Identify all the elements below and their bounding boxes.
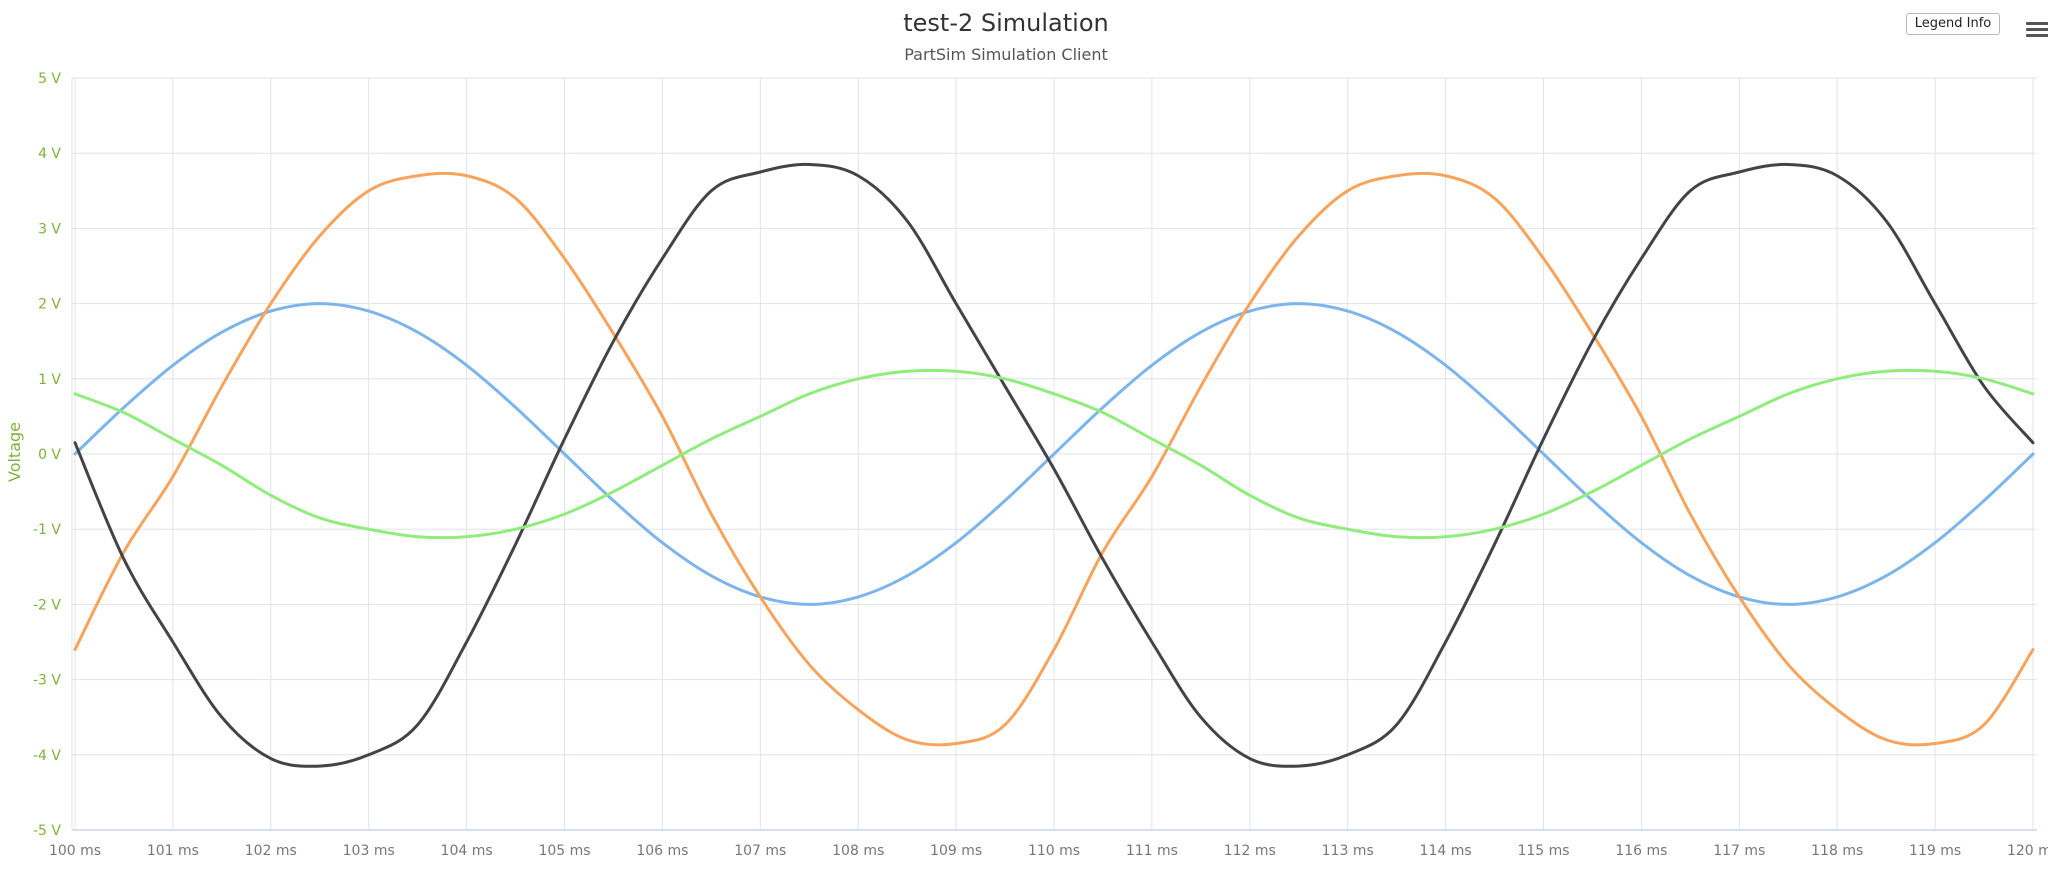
- y-tick-label: -3 V: [33, 673, 61, 689]
- y-tick-label: -1 V: [33, 522, 61, 538]
- chart-subtitle: PartSim Simulation Client: [904, 45, 1108, 64]
- x-tick-label: 110 ms: [1028, 843, 1080, 859]
- series-layer: [73, 162, 2035, 768]
- y-tick-label: -4 V: [33, 748, 61, 764]
- x-tick-label: 118 ms: [1811, 843, 1863, 859]
- x-tick-label: 115 ms: [1517, 843, 1569, 859]
- x-tick-label: 107 ms: [734, 843, 786, 859]
- y-tick-label: 3 V: [38, 221, 61, 237]
- x-tick-label: 104 ms: [441, 843, 493, 859]
- y-tick-label: 0 V: [38, 447, 61, 463]
- x-tick-label: 109 ms: [930, 843, 982, 859]
- x-tick-label: 112 ms: [1224, 843, 1276, 859]
- series-line-2[interactable]: [73, 171, 2035, 747]
- x-tick-label: 111 ms: [1126, 843, 1178, 859]
- x-tick-label: 105 ms: [538, 843, 590, 859]
- series-line-1[interactable]: [73, 302, 2035, 606]
- x-tick-label: 101 ms: [147, 843, 199, 859]
- x-tick-label: 113 ms: [1322, 843, 1374, 859]
- y-tick-label: -5 V: [33, 823, 61, 839]
- y-axis-title: Voltage: [5, 422, 24, 482]
- x-tick-label: 100 ms: [49, 843, 101, 859]
- x-tick-label: 117 ms: [1713, 843, 1765, 859]
- x-tick-labels: 100 ms 101 ms 102 ms 103 ms 104 ms 105 ms 106 …: [49, 843, 2048, 859]
- x-tick-label: 120 ms: [2007, 843, 2048, 859]
- y-tick-label: -2 V: [33, 597, 61, 613]
- menu-bar-middle: [2026, 28, 2048, 31]
- x-tick-label: 102 ms: [245, 843, 297, 859]
- x-tick-label: 106 ms: [636, 843, 688, 859]
- x-tick-label: 103 ms: [343, 843, 395, 859]
- x-tick-label: 116 ms: [1615, 843, 1667, 859]
- y-tick-label: 5 V: [38, 71, 61, 87]
- hamburger-menu-icon[interactable]: [2022, 18, 2048, 42]
- menu-bar-top: [2026, 22, 2048, 25]
- y-tick-label: 4 V: [38, 146, 61, 162]
- y-tick-labels: 5 V 4 V 3 V 2 V 1 V 0 V -1 V -2 V -3 V -4 V -5 V: [33, 71, 61, 839]
- x-tick-label: 114 ms: [1420, 843, 1472, 859]
- x-tick-label: 108 ms: [832, 843, 884, 859]
- series-line-4[interactable]: [73, 368, 2035, 540]
- y-tick-label: 2 V: [38, 297, 61, 313]
- x-tick-label: 119 ms: [1909, 843, 1961, 859]
- series-line-3[interactable]: [73, 162, 2035, 768]
- legend-info-button[interactable]: Legend Info: [1906, 13, 2000, 35]
- menu-bar-bottom: [2026, 34, 2048, 37]
- axis-layer: [71, 78, 2037, 831]
- y-tick-label: 1 V: [38, 372, 61, 388]
- chart-title: test-2 Simulation: [903, 9, 1109, 37]
